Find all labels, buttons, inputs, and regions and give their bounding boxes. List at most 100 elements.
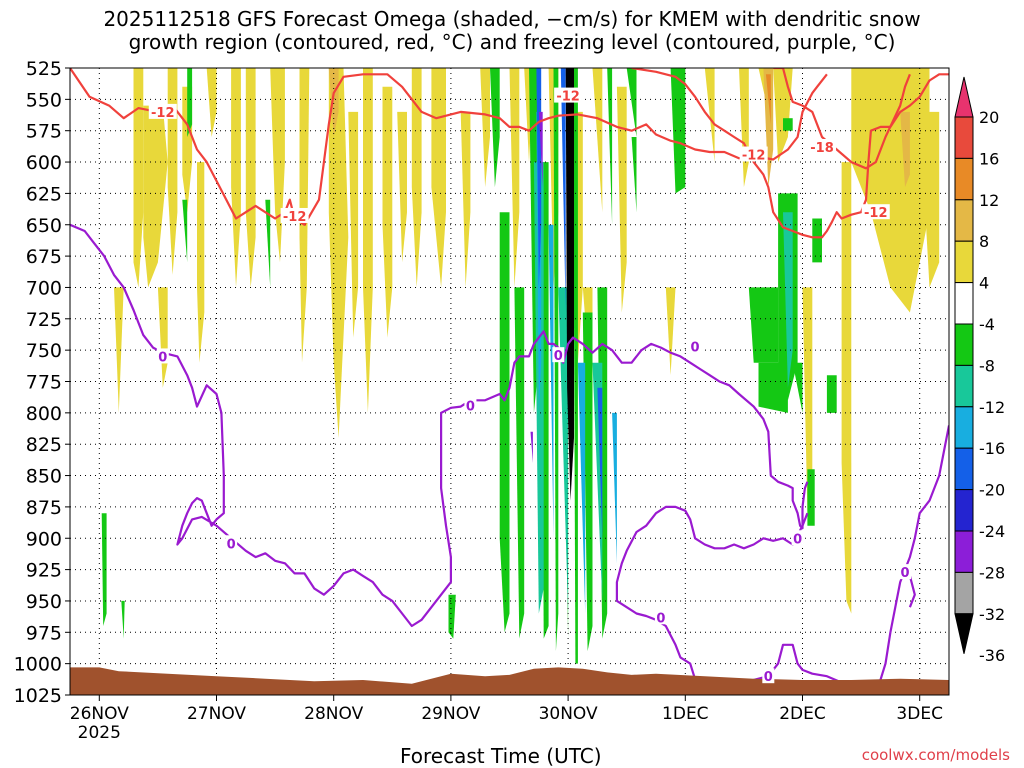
- omega-region-yellow: [114, 287, 124, 413]
- y-tick-label: 850: [26, 466, 62, 488]
- y-tick-label: 1025: [14, 685, 62, 707]
- dgz-contour-line: [773, 68, 911, 170]
- ground-fill: [70, 667, 949, 695]
- freezing-contour-label: 0: [793, 532, 802, 547]
- omega-region-yellow: [348, 111, 359, 338]
- x-tick-label: 28NOV: [304, 704, 363, 724]
- colorbar-top-arrow: [954, 76, 974, 118]
- y-axis: 525 550 575 600 625 650 675 700 725 750 775 800 825 8…: [14, 58, 70, 707]
- dgz-contour-line: [70, 68, 828, 226]
- freezing-level-contour-line: [615, 505, 809, 695]
- colorbar-label: 20: [979, 108, 999, 127]
- omega-region-yellow_dark: [900, 111, 910, 188]
- omega-region-green: [499, 212, 510, 633]
- colorbar-swatch: [954, 530, 974, 573]
- colorbar-label: -32: [979, 605, 1005, 624]
- x-tick-label: 1DEC: [662, 704, 709, 724]
- y-tick-label: 750: [26, 340, 62, 362]
- freezing-level-contour-line: [874, 425, 949, 695]
- omega-region-yellow: [480, 68, 490, 188]
- y-tick-label: 1000: [14, 654, 62, 676]
- omega-region-teal: [558, 287, 569, 614]
- omega-region-green: [783, 118, 793, 131]
- contour-label-bg: [225, 535, 238, 551]
- contours: [70, 68, 949, 695]
- omega-region-yellow: [397, 111, 407, 263]
- omega-region-cyan: [548, 224, 554, 539]
- contour-label-bg: [899, 564, 912, 580]
- colorbar-swatch: [954, 282, 974, 325]
- contour-label-bg: [554, 87, 583, 103]
- y-tick-label: 725: [26, 309, 62, 331]
- omega-region-yellow: [739, 68, 749, 188]
- omega-region-yellow: [133, 68, 144, 288]
- colorbar-label: -12: [979, 398, 1005, 417]
- freezing-contour-label: 0: [656, 611, 665, 626]
- title-line-2: growth region (contoured, red, °C) and f…: [128, 30, 896, 54]
- omega-region-yellow: [919, 111, 940, 288]
- omega-region-green: [631, 137, 637, 213]
- omega-region-yellow: [382, 86, 393, 338]
- colorbar-swatch: [954, 447, 974, 491]
- y-tick-label: 975: [26, 622, 62, 644]
- omega-region-yellow: [841, 162, 852, 614]
- omega-region-yellow: [773, 68, 793, 163]
- chart-title: 2025112518 GFS Forecast Omega (shaded, −…: [0, 8, 1024, 54]
- omega-region-green: [187, 68, 193, 137]
- omega-region-green: [812, 218, 822, 263]
- y-tick-label: 675: [26, 246, 62, 268]
- colorbar-label: 8: [979, 232, 989, 251]
- y-tick-label: 950: [26, 591, 62, 613]
- omega-region-green: [514, 287, 525, 639]
- omega-region-green: [626, 68, 637, 137]
- contour-label-bg: [808, 139, 837, 155]
- colorbar-label: 16: [979, 149, 999, 168]
- omega-region-yellow: [328, 68, 349, 438]
- dgz-contour-label: -12: [742, 149, 766, 164]
- omega-region-green: [758, 362, 788, 413]
- omega-region-cyan: [577, 362, 586, 614]
- freezing-contour-label: 0: [691, 340, 700, 355]
- colorbar-swatch: [954, 489, 974, 532]
- colorbar-label: 12: [979, 191, 999, 210]
- omega-region-yellow_dark: [328, 68, 339, 137]
- x-tick-label: 2DEC: [779, 704, 826, 724]
- omega-region-yellow: [851, 68, 930, 313]
- omega-region-yellow: [270, 68, 285, 263]
- omega-region-yellow: [460, 111, 471, 288]
- contour-label-bg: [689, 338, 702, 354]
- colorbar-bottom-arrow: [954, 613, 974, 654]
- colorbar-label: -24: [979, 522, 1005, 541]
- dgz-contour-label: -12: [864, 206, 888, 221]
- freezing-contour-label: 0: [227, 537, 236, 552]
- omega-region-black: [565, 68, 574, 501]
- omega-region-green: [182, 199, 188, 263]
- colorbar-swatch: [954, 571, 974, 615]
- omega-region-green: [607, 68, 613, 225]
- colorbar-label: -16: [979, 439, 1005, 458]
- omega-region-yellow: [509, 68, 520, 288]
- y-tick-label: 575: [26, 121, 62, 143]
- contour-label-bg: [654, 609, 667, 625]
- y-tick-label: 900: [26, 528, 62, 550]
- omega-region-green: [490, 68, 500, 188]
- contour-label-bg: [739, 146, 768, 162]
- y-tick-label: 825: [26, 434, 62, 456]
- colorbar-swatch: [954, 406, 974, 449]
- x-tick-label: 29NOV: [421, 704, 480, 724]
- y-tick-label: 800: [26, 403, 62, 425]
- contour-label-bg: [861, 204, 890, 220]
- y-tick-label: 775: [26, 372, 62, 394]
- omega-region-green: [121, 600, 125, 639]
- colorbar-swatch: [954, 199, 974, 242]
- omega-region-yellow: [157, 287, 168, 388]
- omega-region-purple_shade: [538, 111, 543, 188]
- omega-region-blue: [560, 68, 566, 313]
- credit-link[interactable]: coolwx.com/models: [861, 746, 1010, 764]
- omega-region-green: [748, 287, 779, 363]
- omega-region-yellow: [167, 68, 178, 275]
- y-tick-label: 550: [26, 89, 62, 111]
- dgz-contour-label: -18: [810, 141, 834, 156]
- omega-region-green: [670, 68, 686, 194]
